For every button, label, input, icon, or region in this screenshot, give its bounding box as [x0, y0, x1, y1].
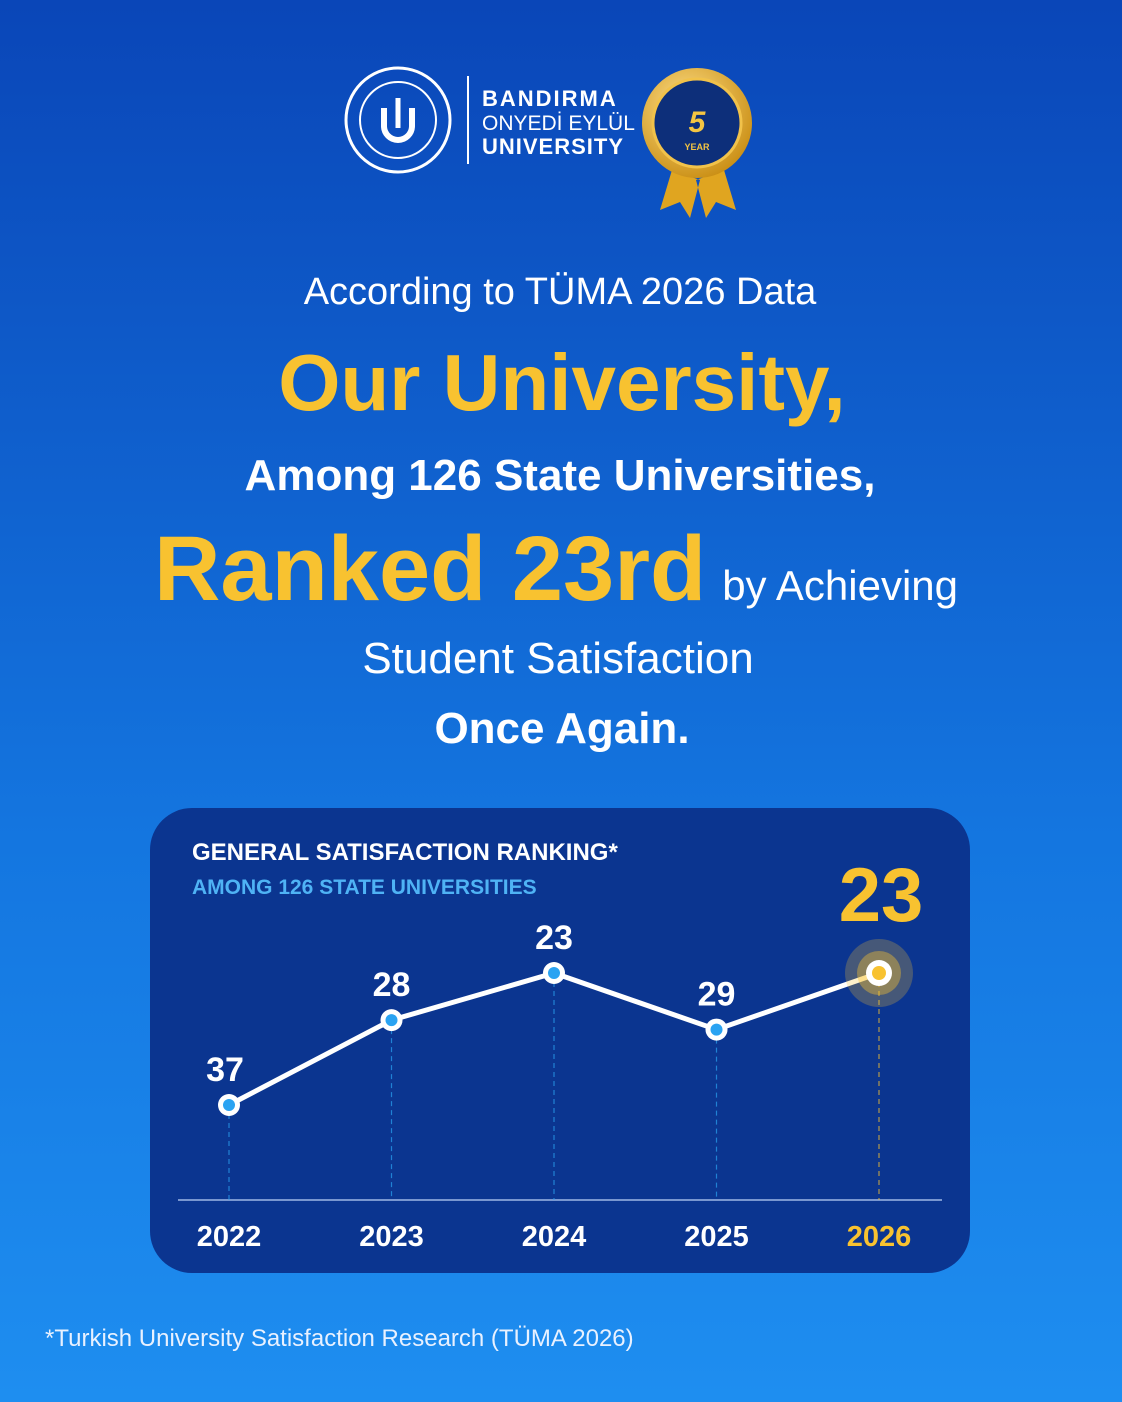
x-tick-label: 2025: [684, 1221, 749, 1253]
logo-text: ONYEDİ EYLÜL: [482, 112, 635, 135]
logo-text: BANDIRMA: [482, 86, 618, 111]
value-label: 37: [206, 1051, 244, 1089]
point-core: [385, 1014, 398, 1027]
value-label: 23: [535, 919, 573, 957]
headline-tail: by Achieving: [722, 562, 958, 609]
value-label: 29: [698, 976, 736, 1014]
point-core: [548, 967, 560, 979]
logo: [344, 66, 469, 174]
point-core: [223, 1099, 235, 1111]
headline-main: Our University,: [278, 338, 846, 427]
badge: [642, 68, 752, 218]
point-core: [710, 1023, 723, 1036]
point-core: [872, 966, 886, 980]
value-label: 28: [373, 966, 411, 1004]
badge-number: 5: [689, 106, 707, 139]
plot: 37 2022 28 2023 23 2024 29 2025 23 2026: [197, 853, 924, 1253]
headline-ranked: Ranked 23rd by Achieving: [154, 518, 958, 620]
badge-label: YEAR: [684, 142, 710, 152]
headline-line: Student Satisfaction: [362, 634, 753, 683]
x-tick-label: 2026: [847, 1221, 912, 1253]
chart-subtitle: AMONG 126 STATE UNIVERSITIES: [192, 876, 537, 899]
x-tick-label: 2022: [197, 1221, 262, 1253]
logo-text: UNIVERSITY: [482, 134, 624, 159]
value-label: 23: [839, 853, 924, 938]
footnote: *Turkish University Satisfaction Researc…: [45, 1325, 634, 1352]
headline-intro: According to TÜMA 2026 Data: [304, 271, 817, 313]
chart-panel: [150, 808, 970, 1273]
headline-line: Once Again.: [434, 704, 689, 753]
x-tick-label: 2023: [359, 1221, 424, 1253]
headline-rank: Ranked 23rd: [154, 518, 706, 620]
chart-title: GENERAL SATISFACTION RANKING*: [192, 839, 618, 866]
x-tick-label: 2024: [522, 1221, 587, 1253]
headline-among: Among 126 State Universities,: [245, 451, 876, 500]
